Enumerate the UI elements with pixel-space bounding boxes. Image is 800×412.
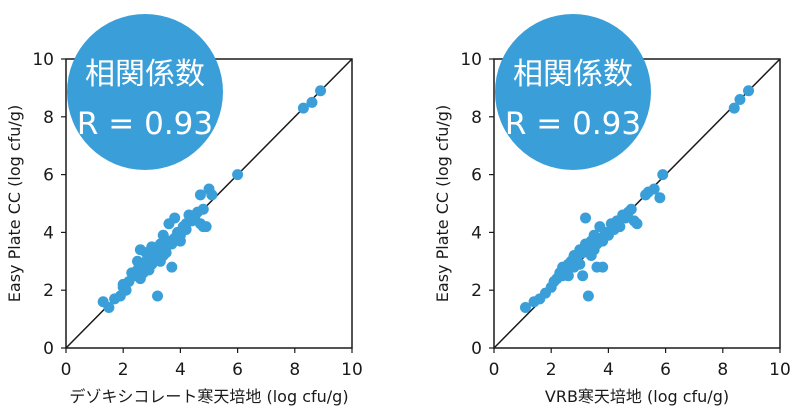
data-point	[580, 212, 592, 224]
x-tick-label: 2	[546, 360, 557, 380]
data-point	[197, 203, 209, 215]
data-point	[597, 261, 609, 273]
correlation-badge: 相関係数 R = 0.93	[67, 14, 223, 170]
y-tick-label: 0	[471, 339, 482, 359]
data-point	[734, 93, 746, 105]
y-tick-label: 8	[471, 108, 482, 128]
data-point	[169, 212, 181, 224]
badge-title: 相関係数	[513, 57, 633, 92]
data-point	[574, 258, 586, 270]
data-point	[306, 96, 318, 108]
data-point	[582, 290, 594, 302]
scatter-chart-right: 0 2 4 6 8 10 0 2 4 6 8 10 VRB寒天培地 (log cfu/g) Easy Pl…	[433, 14, 791, 406]
scatter-chart-left: 0 2 4 6 8 10 0 2 4 6 8 10 デゾキシコレート寒天培地 (log cfu/g) Ea…	[5, 14, 363, 406]
y-tick-label: 10	[32, 50, 54, 70]
x-tick-label: 4	[603, 360, 614, 380]
x-tick-label: 10	[341, 360, 363, 380]
data-point	[232, 169, 244, 181]
x-tick-label: 6	[660, 360, 671, 380]
x-axis-label: デゾキシコレート寒天培地 (log cfu/g)	[69, 387, 348, 406]
y-tick-label: 0	[43, 339, 54, 359]
data-point	[200, 221, 212, 233]
x-tick-label: 6	[232, 360, 243, 380]
data-point	[206, 189, 218, 201]
data-point	[166, 261, 178, 273]
chart-panel-right: 0 2 4 6 8 10 0 2 4 6 8 10 VRB寒天培地 (log cfu/g) Easy Pl…	[428, 0, 800, 412]
badge-value: R = 0.93	[77, 106, 213, 142]
data-point	[152, 290, 164, 302]
data-point	[120, 284, 132, 296]
data-point	[631, 218, 643, 230]
badge-circle	[67, 14, 223, 170]
x-tick-label: 0	[489, 360, 500, 380]
data-point	[519, 302, 531, 314]
y-axis-label: Easy Plate CC (log cfu/g)	[433, 105, 452, 302]
data-point	[657, 169, 669, 181]
x-tick-label: 0	[61, 360, 72, 380]
y-tick-label: 8	[43, 108, 54, 128]
data-point	[654, 192, 666, 204]
chart-panel-left: 0 2 4 6 8 10 0 2 4 6 8 10 デゾキシコレート寒天培地 (log cfu/g) Ea…	[5, 14, 363, 406]
y-tick-label: 4	[43, 223, 54, 243]
data-point	[562, 270, 574, 282]
data-point	[614, 221, 626, 233]
data-point	[160, 247, 172, 259]
data-point	[315, 85, 327, 97]
badge-circle	[495, 14, 651, 170]
y-tick-label: 6	[43, 166, 54, 186]
y-tick-label: 4	[471, 223, 482, 243]
y-tick-label: 6	[471, 166, 482, 186]
y-tick-label: 10	[460, 50, 482, 70]
data-point	[297, 102, 309, 114]
data-point	[174, 235, 186, 247]
data-point	[625, 203, 637, 215]
y-tick-label: 2	[43, 281, 54, 301]
data-point	[743, 85, 755, 97]
data-point	[648, 183, 660, 195]
x-tick-label: 4	[175, 360, 186, 380]
x-tick-label: 10	[769, 360, 791, 380]
badge-value: R = 0.93	[505, 106, 641, 142]
data-point	[194, 189, 206, 201]
y-axis-label: Easy Plate CC (log cfu/g)	[5, 105, 24, 302]
data-point	[728, 102, 740, 114]
x-tick-label: 8	[289, 360, 300, 380]
data-point	[103, 302, 115, 314]
x-axis-label: VRB寒天培地 (log cfu/g)	[545, 387, 729, 406]
badge-title: 相関係数	[85, 57, 205, 92]
y-tick-label: 2	[471, 281, 482, 301]
x-tick-label: 2	[118, 360, 129, 380]
correlation-badge: 相関係数 R = 0.93	[495, 14, 651, 170]
data-point	[577, 270, 589, 282]
x-tick-label: 8	[717, 360, 728, 380]
